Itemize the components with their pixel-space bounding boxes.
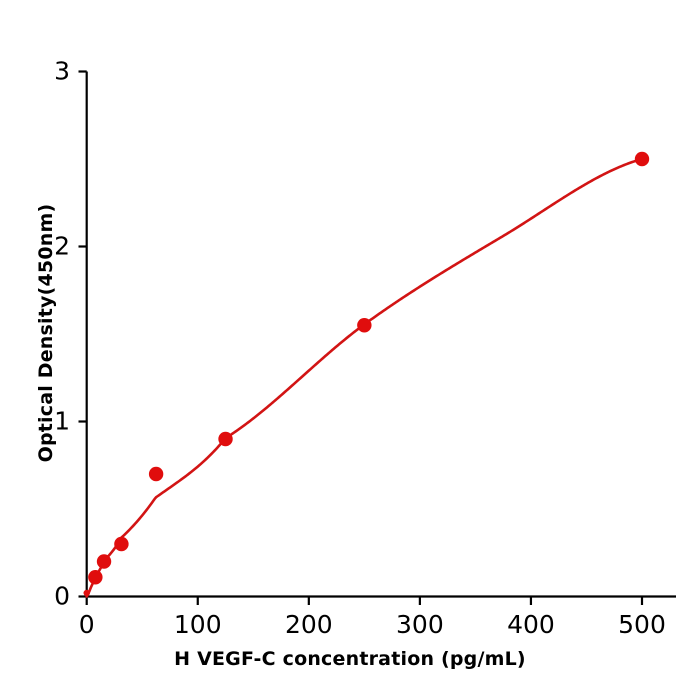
- x-axis-title: H VEGF-C concentration (pg/mL): [174, 648, 526, 670]
- x-tick-label: 200: [285, 610, 333, 639]
- data-point: [218, 431, 233, 447]
- x-axis-tick-labels: 0 100 200 300 400 500: [79, 610, 666, 639]
- y-axis-tick-labels: 0 1 2 3: [54, 57, 70, 611]
- x-tick-label: 0: [79, 610, 95, 639]
- x-tick-label: 300: [396, 610, 444, 639]
- data-point: [114, 536, 129, 552]
- data-point: [634, 151, 650, 167]
- data-points: [83, 151, 650, 597]
- y-tick-label: 2: [54, 232, 70, 261]
- x-axis-ticks: [85, 596, 644, 605]
- y-axis-ticks: [78, 70, 87, 598]
- data-point: [88, 570, 103, 585]
- y-axis-title: Optical Density(450nm): [35, 203, 57, 463]
- x-tick-label: 400: [507, 610, 555, 639]
- y-tick-label: 0: [54, 582, 70, 611]
- data-point: [357, 318, 372, 333]
- y-tick-label: 1: [54, 407, 70, 436]
- data-point: [148, 466, 164, 482]
- data-point: [83, 589, 90, 597]
- x-tick-label: 500: [618, 610, 666, 639]
- y-tick-label: 3: [54, 57, 70, 86]
- data-point: [96, 554, 112, 569]
- x-tick-label: 100: [174, 610, 222, 639]
- axis-spines: [85, 71, 676, 598]
